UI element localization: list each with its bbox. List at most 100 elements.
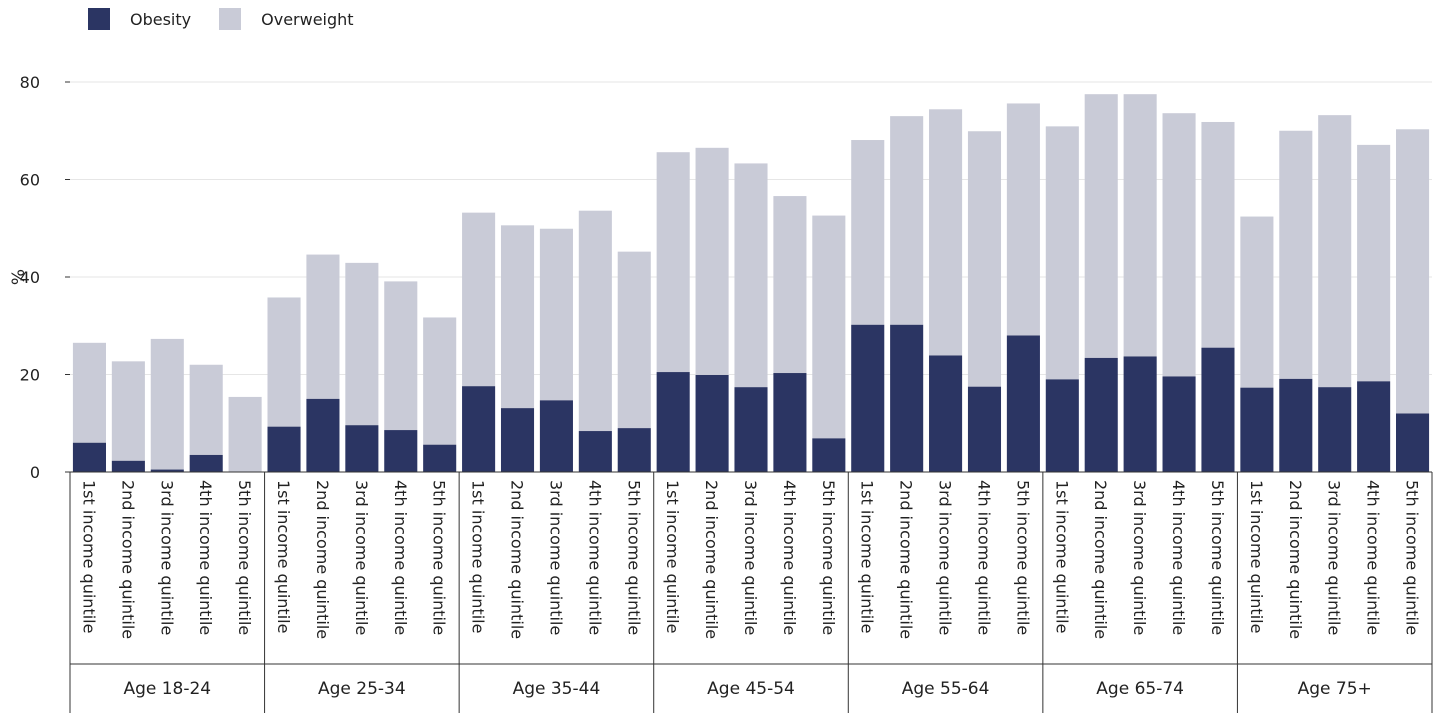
x-category-label: 2nd income quintile <box>118 480 137 639</box>
bar-obesity[interactable] <box>929 355 963 472</box>
bar-obesity[interactable] <box>695 374 729 472</box>
bar-overweight[interactable] <box>1045 126 1079 380</box>
x-category-label: 5th income quintile <box>430 480 449 635</box>
bar-obesity[interactable] <box>150 469 184 472</box>
x-category-label: 2nd income quintile <box>1286 480 1305 639</box>
x-category-label: 2nd income quintile <box>702 480 721 639</box>
x-category-label: 1st income quintile <box>1247 480 1266 633</box>
bar-overweight[interactable] <box>812 215 846 439</box>
x-group-label: Age 75+ <box>1298 679 1372 699</box>
bar-overweight[interactable] <box>539 228 573 401</box>
bar-obesity[interactable] <box>1123 356 1157 472</box>
bar-overweight[interactable] <box>1240 216 1274 388</box>
bar-overweight[interactable] <box>578 210 612 432</box>
bar-overweight[interactable] <box>1357 144 1391 382</box>
bar-overweight[interactable] <box>500 225 535 409</box>
bar-overweight[interactable] <box>773 196 807 374</box>
bar-obesity[interactable] <box>267 426 301 472</box>
bar-overweight[interactable] <box>967 131 1002 387</box>
bar-overweight[interactable] <box>656 152 690 373</box>
legend: Obesity Overweight <box>88 8 382 30</box>
x-category-label: 3rd income quintile <box>1325 480 1344 635</box>
bar-obesity[interactable] <box>72 442 106 472</box>
bar-overweight[interactable] <box>423 317 457 445</box>
y-axis-label: % <box>9 269 29 285</box>
bar-obesity[interactable] <box>1006 335 1040 473</box>
bar-obesity[interactable] <box>1396 413 1430 473</box>
bar-overweight[interactable] <box>1318 115 1352 388</box>
legend-swatch-obesity <box>88 8 110 30</box>
x-category-label: 4th income quintile <box>974 480 993 635</box>
bar-overweight[interactable] <box>1396 129 1430 414</box>
x-category-label: 5th income quintile <box>235 480 254 635</box>
x-category-label: 3rd income quintile <box>546 480 565 635</box>
bar-overweight[interactable] <box>72 342 106 443</box>
bar-obesity[interactable] <box>189 454 223 472</box>
x-category-label: 1st income quintile <box>79 480 98 633</box>
bar-overweight[interactable] <box>306 254 340 399</box>
bar-obesity[interactable] <box>1084 357 1118 472</box>
bar-overweight[interactable] <box>384 281 418 431</box>
bar-obesity[interactable] <box>617 428 651 472</box>
bar-obesity[interactable] <box>1162 376 1196 472</box>
bar-overweight[interactable] <box>1006 103 1040 336</box>
bar-obesity[interactable] <box>1201 347 1235 472</box>
bar-obesity[interactable] <box>578 431 612 472</box>
bar-overweight[interactable] <box>1162 113 1196 377</box>
bar-obesity[interactable] <box>1045 379 1079 472</box>
x-category-label: 4th income quintile <box>1364 480 1383 635</box>
legend-item-overweight[interactable]: Overweight <box>219 8 354 30</box>
bar-obesity[interactable] <box>306 398 340 472</box>
legend-item-obesity[interactable]: Obesity <box>88 8 191 30</box>
legend-label-overweight: Overweight <box>261 9 354 29</box>
x-category-label: 5th income quintile <box>1013 480 1032 635</box>
bar-obesity[interactable] <box>345 425 379 472</box>
bar-overweight[interactable] <box>1201 121 1235 348</box>
bar-overweight[interactable] <box>150 338 184 470</box>
bar-obesity[interactable] <box>423 444 457 472</box>
bar-overweight[interactable] <box>734 163 768 388</box>
y-tick-label: 80 <box>20 73 40 92</box>
bar-obesity[interactable] <box>539 400 573 472</box>
bar-obesity[interactable] <box>851 324 885 472</box>
x-category-label: 3rd income quintile <box>1130 480 1149 635</box>
bar-overweight[interactable] <box>695 147 729 375</box>
bar-obesity[interactable] <box>500 408 535 472</box>
x-group-label: Age 35-44 <box>513 679 601 699</box>
x-group-label: Age 25-34 <box>318 679 406 699</box>
bar-obesity[interactable] <box>773 373 807 472</box>
bar-overweight[interactable] <box>617 251 651 429</box>
bar-obesity[interactable] <box>462 386 496 472</box>
y-tick-label: 40 <box>20 268 40 287</box>
x-category-label: 5th income quintile <box>819 480 838 635</box>
x-category-label: 3rd income quintile <box>157 480 176 635</box>
bar-obesity[interactable] <box>1279 378 1313 472</box>
bar-overweight[interactable] <box>1123 94 1157 357</box>
bar-obesity[interactable] <box>812 438 846 472</box>
bar-obesity[interactable] <box>111 460 145 472</box>
bar-obesity[interactable] <box>656 372 690 472</box>
bar-obesity[interactable] <box>1318 387 1352 472</box>
x-category-label: 4th income quintile <box>391 480 410 635</box>
bar-obesity[interactable] <box>1357 381 1391 472</box>
x-category-label: 1st income quintile <box>469 480 488 633</box>
bar-overweight[interactable] <box>851 140 885 325</box>
bar-overweight[interactable] <box>1084 94 1118 358</box>
bar-overweight[interactable] <box>890 116 924 325</box>
bar-obesity[interactable] <box>890 324 924 472</box>
bar-overweight[interactable] <box>462 212 496 387</box>
y-tick-label: 0 <box>30 463 40 482</box>
bar-overweight[interactable] <box>1279 130 1313 379</box>
bar-overweight[interactable] <box>228 396 262 472</box>
bar-obesity[interactable] <box>967 386 1002 472</box>
bar-overweight[interactable] <box>189 364 223 455</box>
bar-overweight[interactable] <box>929 109 963 356</box>
bar-overweight[interactable] <box>111 361 145 461</box>
bar-overweight[interactable] <box>267 297 301 427</box>
x-category-label: 4th income quintile <box>585 480 604 635</box>
bar-obesity[interactable] <box>384 430 418 472</box>
bar-overweight[interactable] <box>345 262 379 426</box>
bar-obesity[interactable] <box>1240 387 1274 472</box>
bar-obesity[interactable] <box>734 387 768 472</box>
